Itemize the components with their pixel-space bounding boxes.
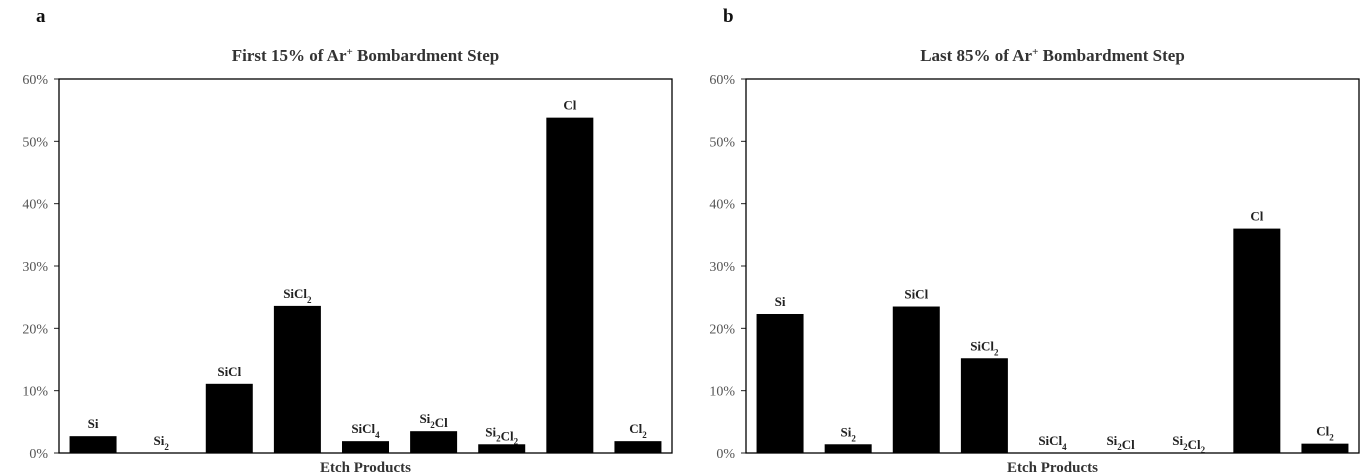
bar — [273, 305, 321, 453]
chart-panel-b: b Last 85% of Ar+ Bombardment Step 0% 10% 2… — [687, 0, 1367, 475]
bar — [1301, 443, 1349, 453]
bar-label: Si — [88, 416, 99, 431]
bar — [824, 444, 872, 453]
bar-label: SiCl4 — [351, 421, 380, 440]
bar — [410, 431, 458, 453]
bar — [756, 313, 804, 453]
bar — [546, 117, 594, 453]
bar-chart-a: First 15% of Ar+ Bombardment Step 0% 10% 20… — [22, 46, 673, 475]
bar — [960, 358, 1008, 453]
chart-panel-a: a First 15% of Ar+ Bombardment Step 0% 10%… — [0, 0, 680, 475]
bar-chart-b: Last 85% of Ar+ Bombardment Step 0% 10% 20%… — [709, 46, 1360, 475]
bar-label: Si — [775, 294, 786, 309]
y-tick-label: 30% — [22, 260, 48, 275]
y-tick-label: 40% — [22, 198, 48, 213]
bar-label: SiCl2 — [283, 286, 312, 305]
bar-label: Cl2 — [629, 421, 647, 440]
bar-label: SiCl — [904, 287, 928, 302]
bar-label: Si2Cl — [419, 411, 448, 430]
y-tick-label: 10% — [709, 385, 735, 400]
y-tick-label: 0% — [716, 447, 735, 462]
plot-area — [745, 78, 1360, 454]
y-tick-label: 60% — [709, 73, 735, 88]
y-tick-label: 40% — [709, 198, 735, 213]
x-axis-label: Etch Products — [1007, 460, 1098, 475]
bar — [614, 441, 662, 453]
bar — [892, 306, 940, 453]
bar-label: Cl — [563, 98, 576, 113]
y-tick-label: 0% — [29, 447, 48, 462]
y-tick-label: 50% — [22, 135, 48, 150]
y-tick-label: 50% — [709, 135, 735, 150]
y-tick-label: 60% — [22, 73, 48, 88]
bar-label: Cl2 — [1316, 424, 1334, 443]
bar-label: Cl — [1250, 209, 1263, 224]
bar — [342, 441, 389, 453]
bar — [69, 436, 117, 453]
x-axis-label: Etch Products — [320, 460, 411, 475]
bar-label: SiCl2 — [970, 338, 999, 357]
y-tick-label: 10% — [22, 385, 48, 400]
bar-label: Si2Cl — [1106, 433, 1135, 452]
bar-label: Si2Cl2 — [485, 424, 518, 446]
bar — [478, 444, 526, 453]
panel-label-a: a — [36, 6, 46, 27]
bar-label: SiCl — [217, 364, 241, 379]
bar — [205, 383, 253, 453]
bar-label: Si2Cl2 — [1172, 433, 1205, 455]
bar-label: Si2 — [840, 424, 856, 443]
bar-label: Si2 — [153, 433, 169, 452]
y-tick-label: 20% — [709, 322, 735, 337]
y-tick-label: 30% — [709, 260, 735, 275]
panel-label-b: b — [723, 6, 734, 27]
bar — [1233, 228, 1281, 453]
chart-title: Last 85% of Ar+ Bombardment Step — [920, 46, 1185, 65]
y-tick-label: 20% — [22, 322, 48, 337]
bar-label: SiCl4 — [1038, 433, 1067, 452]
chart-title: First 15% of Ar+ Bombardment Step — [232, 46, 499, 65]
